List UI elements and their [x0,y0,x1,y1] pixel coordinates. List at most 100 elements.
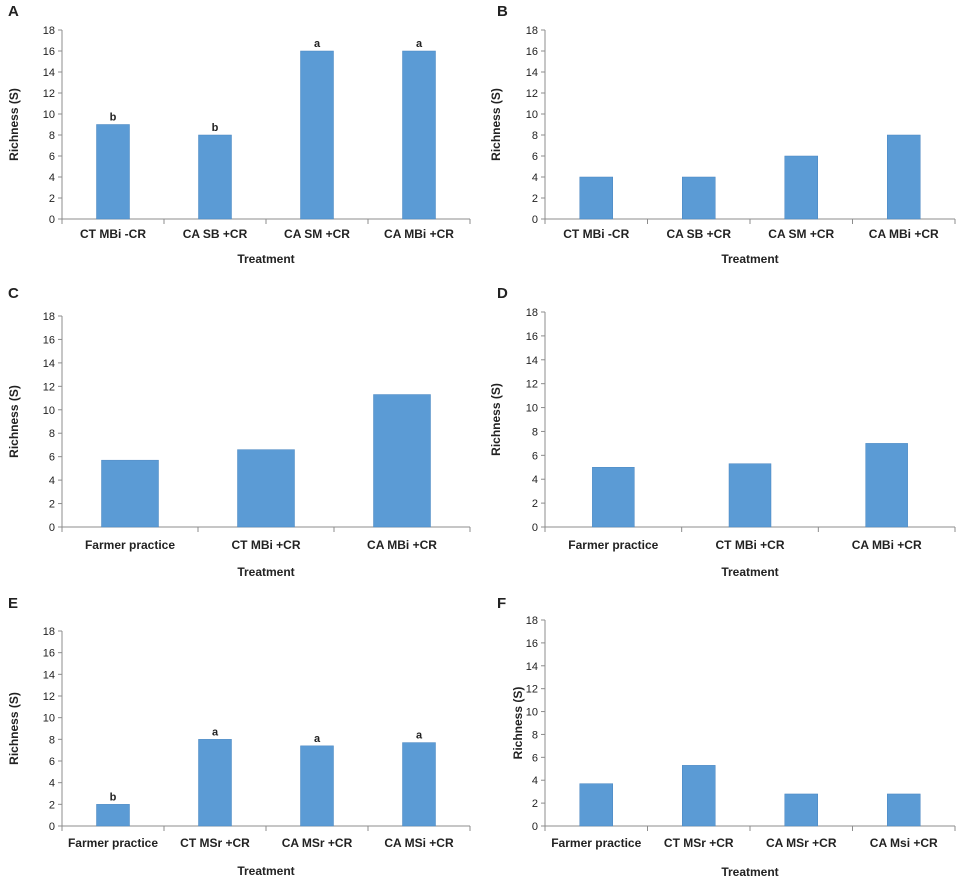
panel-a-y-tick-label: 4 [49,172,55,184]
panel-f-y-tick-label: 0 [532,821,538,833]
panel-c-y-axis-title: Richness (S) [7,385,21,458]
panel-b-y-tick-label: 2 [532,193,538,205]
panel-d-bar [592,467,635,528]
panel-e-y-tick-label: 6 [49,756,55,768]
panel-e-significance-label: b [110,791,117,803]
panel-d-y-tick-label: 18 [526,307,538,319]
panel-c-bar [101,459,159,528]
panel-c-y-tick-label: 6 [49,452,55,464]
panel-e-category-label: Farmer practice [68,836,158,850]
panel-e-bar [402,742,436,827]
panel-e-y-tick-label: 2 [49,799,55,811]
panel-f-y-tick-label: 16 [526,638,538,650]
panel-b-bar [579,176,613,220]
panel-a-y-tick-label: 8 [49,130,55,142]
panel-c-bar [237,449,295,528]
panel-c-y-tick-label: 0 [49,522,55,534]
panel-a-y-tick-label: 10 [43,109,55,121]
panel-a-y-tick-label: 6 [49,151,55,163]
panel-a-bar [300,50,334,220]
panel-e-x-axis-title: Treatment [237,864,294,878]
panel-a-category-label: CA SM +CR [284,227,350,241]
panel-d-y-tick-label: 0 [532,522,538,534]
panel-d-category-label: Farmer practice [568,538,658,552]
panel-a-significance-label: a [416,38,423,50]
panel-a-significance-label: b [212,122,219,134]
panel-a-y-tick-label: 16 [43,46,55,58]
panel-c-y-tick-label: 16 [43,334,55,346]
panel-d-category-label: CT MBi +CR [716,538,785,552]
panel-b-y-tick-label: 18 [526,25,538,37]
panel-b-x-axis-title: Treatment [721,252,778,266]
panel-c-category-label: Farmer practice [85,538,175,552]
panel-a-letter: A [8,3,19,20]
panel-a-y-axis-title: Richness (S) [7,88,21,161]
panel-c-x-axis-title: Treatment [237,565,294,579]
panel-e-y-tick-label: 0 [49,821,55,833]
panel-d-category-label: CA MBi +CR [852,538,922,552]
panel-b-y-tick-label: 6 [532,151,538,163]
panel-c-y-tick-label: 4 [49,475,55,487]
panel-f-bar [784,793,818,827]
panel-a-y-tick-label: 18 [43,25,55,37]
panel-e-y-tick-label: 8 [49,734,55,746]
panel-a-significance-label: a [314,38,321,50]
panel-d-y-tick-label: 8 [532,426,538,438]
panel-b-y-axis-title: Richness (S) [489,88,503,161]
panel-f-bar [682,765,716,827]
panel-e-significance-label: a [314,733,321,745]
panel-e-y-tick-label: 16 [43,648,55,660]
panel-e-significance-label: a [212,726,219,738]
panel-a-significance-label: b [110,112,117,124]
panel-f-y-tick-label: 12 [526,684,538,696]
panel-c-y-tick-label: 8 [49,428,55,440]
panel-b-y-tick-label: 12 [526,88,538,100]
panel-f-bar [887,793,921,827]
panel-f-y-tick-label: 2 [532,798,538,810]
panel-a-category-label: CT MBi -CR [80,227,146,241]
panel-d-y-tick-label: 4 [532,474,538,486]
panel-a-y-tick-label: 14 [43,67,55,79]
panel-f-category-label: CA Msi +CR [870,836,938,850]
panel-f-y-tick-label: 4 [532,775,538,787]
panel-e-category-label: CT MSr +CR [180,836,250,850]
panel-c-letter: C [8,285,19,302]
panel-a-bar [402,50,436,220]
panel-a-y-tick-label: 0 [49,214,55,226]
panel-e-bar [96,804,130,827]
panel-c-category-label: CT MBi +CR [232,538,301,552]
panel-d-y-tick-label: 6 [532,450,538,462]
panel-d-y-tick-label: 14 [526,355,538,367]
panel-e-y-axis-title: Richness (S) [7,692,21,765]
panel-d-x-axis-title: Treatment [721,565,778,579]
panel-c-y-tick-label: 10 [43,405,55,417]
panel-f-bar [579,783,613,827]
panel-e-y-tick-label: 4 [49,778,55,790]
panel-e-bar [198,739,232,827]
panel-f-y-tick-label: 10 [526,707,538,719]
panel-b-letter: B [497,3,508,20]
panel-c-category-label: CA MBi +CR [367,538,437,552]
panel-b-y-tick-label: 0 [532,214,538,226]
panel-e-category-label: CA MSi +CR [384,836,454,850]
panel-e-bar [300,745,334,827]
panel-b-y-tick-label: 8 [532,130,538,142]
panel-f-category-label: Farmer practice [551,836,641,850]
panel-d-bar [728,463,772,528]
panel-a-category-label: CA SB +CR [183,227,248,241]
panel-e-category-label: CA MSr +CR [282,836,353,850]
panel-d-letter: D [497,285,508,302]
panel-f-y-axis-title: Richness (S) [511,687,525,760]
panel-f-y-tick-label: 8 [532,729,538,741]
panel-d-y-tick-label: 2 [532,498,538,510]
panel-c-y-tick-label: 12 [43,381,55,393]
panel-d-y-axis-title: Richness (S) [489,383,503,456]
panel-b-y-tick-label: 16 [526,46,538,58]
panel-e-y-tick-label: 12 [43,691,55,703]
panel-b-y-tick-label: 4 [532,172,538,184]
panel-b-category-label: CA MBi +CR [869,227,939,241]
panel-d-bar [865,443,908,528]
panel-c-y-tick-label: 2 [49,499,55,511]
panel-f-y-tick-label: 14 [526,661,538,673]
